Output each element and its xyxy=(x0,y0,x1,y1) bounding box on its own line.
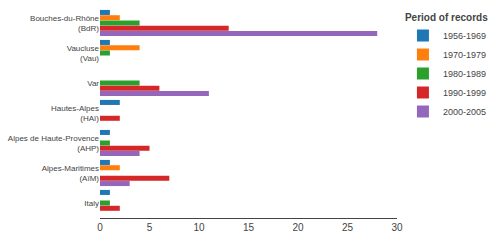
svg-text:15: 15 xyxy=(243,222,255,233)
svg-text:1980-1989: 1980-1989 xyxy=(443,69,486,79)
svg-text:2000-2005: 2000-2005 xyxy=(443,107,486,117)
svg-text:Hautes-Alpes(HAï): Hautes-Alpes(HAï) xyxy=(51,104,99,123)
svg-text:0: 0 xyxy=(97,222,103,233)
svg-text:10: 10 xyxy=(193,222,205,233)
svg-text:Period of records: Period of records xyxy=(405,12,488,23)
svg-text:Vaucluse(Vau): Vaucluse(Vau) xyxy=(67,44,100,63)
svg-text:Alpes-Maritimes(AïM): Alpes-Maritimes(AïM) xyxy=(42,164,100,183)
svg-text:1956-1969: 1956-1969 xyxy=(443,31,486,41)
svg-text:Italy: Italy xyxy=(84,199,99,208)
svg-text:Var: Var xyxy=(87,79,99,88)
svg-text:Alpes de Haute-Provence(AHP): Alpes de Haute-Provence(AHP) xyxy=(8,134,100,153)
svg-text:Bouches-du-Rhône(BdR): Bouches-du-Rhône(BdR) xyxy=(30,14,99,33)
svg-text:25: 25 xyxy=(342,222,354,233)
svg-text:30: 30 xyxy=(391,222,403,233)
svg-text:5: 5 xyxy=(147,222,153,233)
svg-text:1970-1979: 1970-1979 xyxy=(443,50,486,60)
svg-text:1990-1999: 1990-1999 xyxy=(443,88,486,98)
svg-text:20: 20 xyxy=(292,222,304,233)
